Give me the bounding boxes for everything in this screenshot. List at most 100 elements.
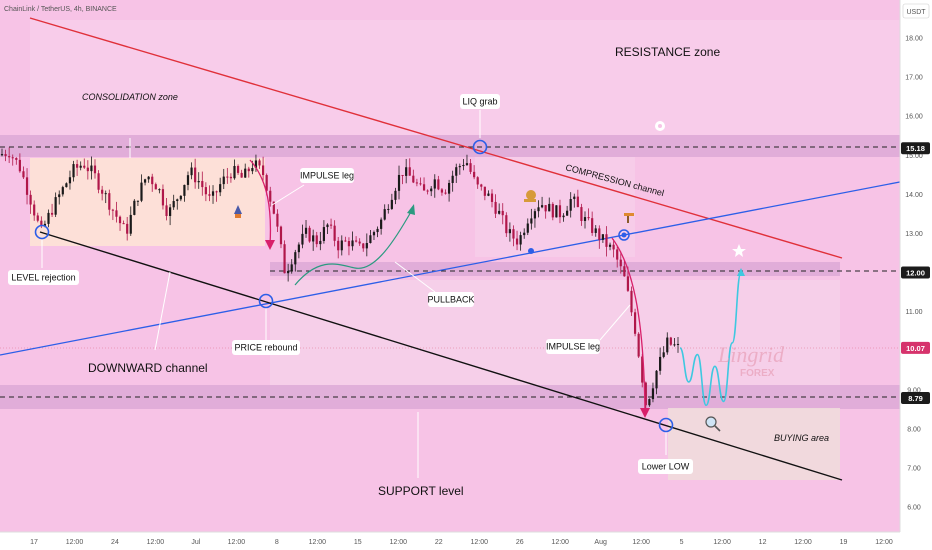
candle-body — [591, 218, 594, 233]
candle-body — [644, 382, 647, 406]
candle-body — [294, 252, 297, 265]
candle-body — [122, 223, 125, 225]
candle-body — [476, 177, 479, 185]
candle-body — [312, 235, 315, 242]
candle-body — [626, 276, 630, 291]
candle-body — [655, 370, 658, 389]
candle-body — [68, 177, 72, 184]
candle-body — [179, 195, 182, 200]
time-tick-label: 12 — [759, 539, 767, 546]
candle-body — [415, 182, 418, 184]
candle-body — [194, 167, 197, 183]
candle-body — [451, 175, 454, 183]
candle-body — [490, 193, 494, 202]
candle-body — [50, 212, 54, 215]
price-tag-box — [901, 391, 930, 404]
candle-body — [469, 163, 472, 172]
impulse-arrow-2 — [611, 237, 646, 413]
candle-body — [301, 233, 304, 245]
candle-body — [462, 164, 465, 167]
impulse-leg-1-pointer — [271, 184, 305, 206]
price-tick-label: 18.00 — [905, 36, 923, 43]
downward-channel-pointer — [154, 271, 171, 351]
candle-body — [344, 240, 347, 242]
candle-body — [616, 249, 619, 260]
candle-body — [79, 165, 82, 168]
candle-body — [133, 200, 136, 215]
candle-body — [458, 166, 461, 168]
candle-body — [487, 193, 490, 196]
forecast-arrow-head — [737, 268, 745, 276]
price-rebound-label: PRICE rebound — [234, 343, 297, 353]
candle-body — [43, 223, 47, 226]
price-tick-label: 6.00 — [907, 505, 921, 512]
candle-body — [229, 176, 233, 179]
impulse-arrow-1 — [249, 159, 272, 246]
candle-body — [519, 235, 522, 245]
currency-label: USDT — [906, 9, 926, 16]
currency-badge[interactable] — [902, 3, 930, 19]
lower-low-marker — [658, 417, 674, 433]
candle-body — [612, 244, 615, 250]
impulse-leg-1-box — [300, 168, 354, 183]
ascending-trendline — [0, 180, 906, 356]
candle-body — [540, 205, 544, 208]
compression-break-marker — [618, 229, 630, 241]
candle-body — [33, 204, 36, 216]
candle-body — [365, 242, 368, 249]
impulse-leg-2-pointer — [599, 304, 631, 341]
candle-body — [669, 337, 672, 345]
candle-body — [641, 356, 644, 383]
support-trendline — [39, 231, 843, 481]
time-tick-label: 12:00 — [147, 539, 165, 546]
time-tick-label: 5 — [680, 539, 684, 546]
price-tick-label: 13.00 — [905, 231, 923, 238]
candle-body — [648, 399, 651, 406]
candle-body — [222, 176, 225, 185]
time-axis-background — [0, 532, 932, 550]
candle-body — [308, 227, 311, 242]
mid-zone-band — [270, 262, 840, 276]
candle-body — [151, 176, 154, 185]
candle-body — [254, 160, 258, 169]
candle-body — [315, 235, 318, 245]
candle-body — [408, 167, 411, 176]
price-tick-label: 11.00 — [906, 309, 923, 316]
time-tick-label: 12:00 — [66, 539, 84, 546]
pullback-box — [428, 292, 474, 307]
candle-body — [97, 173, 100, 190]
candle-body — [390, 199, 393, 209]
time-tick-label: 8 — [275, 539, 279, 546]
candle-body — [101, 189, 104, 194]
candle-body — [437, 179, 440, 190]
price-tag-label: 12.00 — [906, 269, 925, 278]
candle-body — [244, 168, 247, 178]
candle-body — [526, 223, 529, 233]
impulse-leg-1-label: IMPULSE leg — [300, 171, 354, 181]
candle-body — [372, 232, 376, 236]
candle-body — [433, 179, 436, 189]
candle-body — [283, 244, 286, 274]
time-tick-label: 12:00 — [228, 539, 246, 546]
chart-title: ChainLink / TetherUS, 4h, BINANCE — [4, 6, 117, 13]
candle-body — [508, 229, 511, 234]
candle-body — [236, 165, 240, 173]
candle-body — [22, 171, 25, 178]
time-axis-ticks: 17 12:00 24 12:00 Jul 12:00 8 12:00 15 12:00 22 12:… — [30, 539, 893, 546]
downward-channel-label: DOWNWARD channel — [88, 361, 208, 375]
price-tick-label: 17.00 — [905, 75, 923, 82]
candle-body — [25, 177, 29, 195]
liq-grab-marker — [472, 139, 488, 155]
candle-body — [226, 176, 229, 178]
candle-body — [512, 229, 515, 239]
candle-body — [126, 223, 129, 234]
candle-body — [394, 190, 397, 200]
price-tick-label: 16.00 — [905, 114, 923, 121]
candle-body — [337, 240, 340, 251]
candle-body — [147, 176, 150, 180]
candle-body — [329, 224, 333, 226]
candle-body — [183, 184, 186, 196]
rocket-icon — [234, 205, 242, 218]
